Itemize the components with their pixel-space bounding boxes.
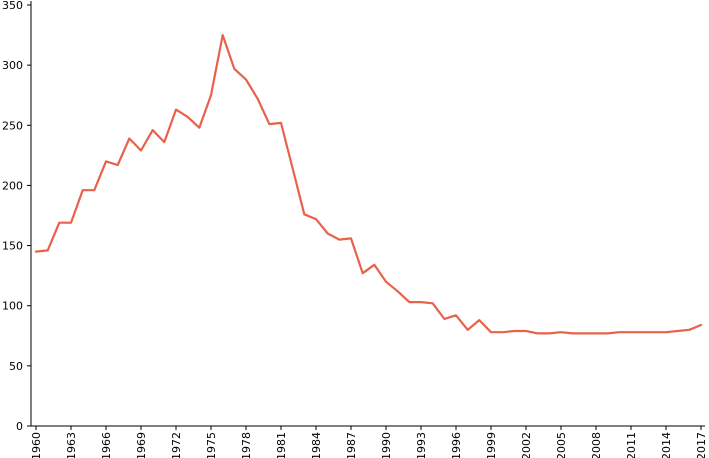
x-tick-label: 1981 xyxy=(275,432,288,458)
y-tick-label: 100 xyxy=(2,300,23,313)
x-tick-label: 1987 xyxy=(345,432,358,458)
series-group xyxy=(34,33,703,335)
y-tick-label: 50 xyxy=(9,360,23,373)
x-tick-label: 1969 xyxy=(135,432,148,458)
y-tick-label: 0 xyxy=(16,420,23,433)
x-tick-label: 1960 xyxy=(30,432,43,458)
series-line xyxy=(34,33,703,335)
y-tick-label: 200 xyxy=(2,179,23,192)
x-tick-label: 2002 xyxy=(520,432,533,458)
x-tick-label: 2011 xyxy=(625,432,638,458)
y-tick-label: 350 xyxy=(2,0,23,12)
x-tick-label: 1963 xyxy=(65,432,78,458)
y-tick-label: 300 xyxy=(2,59,23,72)
x-tick-label: 1999 xyxy=(485,432,498,458)
x-tick-label: 2008 xyxy=(590,432,603,458)
x-tick-label: 2017 xyxy=(695,432,708,458)
x-tick-label: 1993 xyxy=(415,432,428,458)
x-tick-label: 1996 xyxy=(450,432,463,458)
x-tick-label: 1966 xyxy=(100,432,113,458)
x-tick-label: 1984 xyxy=(310,432,323,458)
x-tick-label: 1978 xyxy=(240,432,253,458)
y-tick-label: 150 xyxy=(2,240,23,253)
x-tick-label: 2005 xyxy=(555,432,568,458)
y-axis: 0 50 100 150 200 250 300 350 xyxy=(2,0,32,433)
x-tick-label: 1972 xyxy=(170,432,183,458)
y-tick-label: 250 xyxy=(2,119,23,132)
x-axis: 1960 1963 1966 1969 1972 1975 1978 1981 1984 1987… xyxy=(30,425,708,458)
x-tick-label: 2014 xyxy=(660,432,673,458)
x-tick-label: 1990 xyxy=(380,432,393,458)
x-tick-label: 1975 xyxy=(205,432,218,458)
